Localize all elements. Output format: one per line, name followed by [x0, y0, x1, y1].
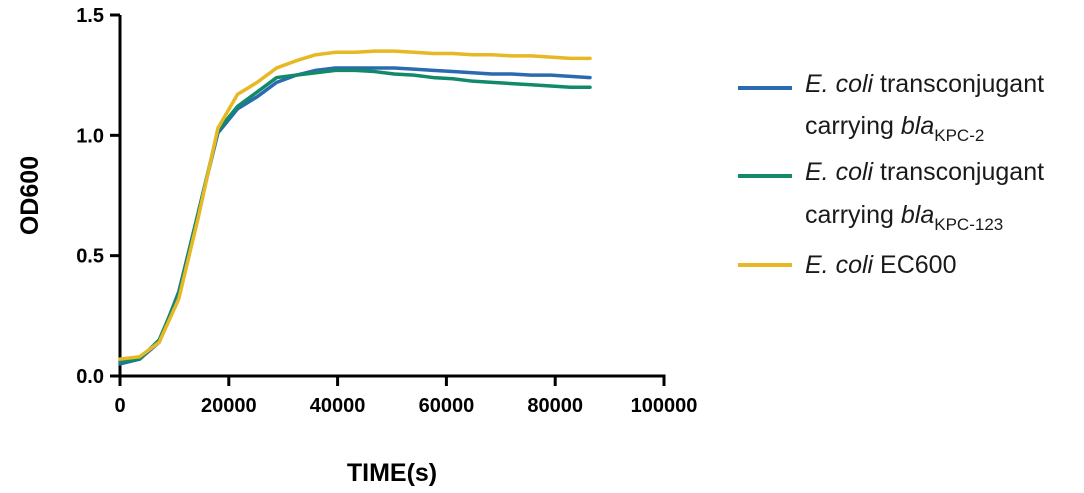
x-tick-label: 0: [114, 395, 125, 417]
series-line-1: [118, 66, 592, 366]
y-tick-label: 0.5: [76, 246, 104, 268]
legend-label-2-line2: carrying blaKPC-123: [805, 201, 1003, 234]
y-tick-label: 1.5: [76, 5, 104, 27]
y-tick-label: 0.0: [76, 366, 104, 388]
x-tick-label: 80000: [527, 395, 583, 417]
legend-label-1: E. coli transconjugant: [805, 70, 1044, 98]
series-group: [118, 49, 592, 366]
y-tick-label: 1.0: [76, 125, 104, 147]
x-tick-label: 40000: [310, 395, 366, 417]
y-axis-title: OD600: [16, 156, 44, 235]
series-line-3: [118, 49, 592, 361]
x-axis-title: TIME(s): [347, 459, 437, 487]
axes: 0 20000 40000 60000 80000 100000 0.0 0.5 1.0 1.5 T…: [16, 5, 697, 487]
x-tick-label: 100000: [631, 395, 698, 417]
x-tick-label: 60000: [419, 395, 475, 417]
legend-label-3: E. coli EC600: [805, 251, 956, 279]
legend-label-1-line2: carrying blaKPC-2: [805, 112, 984, 145]
series-line-2: [118, 68, 592, 364]
legend: E. coli transconjugant carrying blaKPC-2 E…: [738, 70, 1044, 279]
legend-label-2: E. coli transconjugant: [805, 158, 1044, 186]
x-tick-label: 20000: [201, 395, 257, 417]
